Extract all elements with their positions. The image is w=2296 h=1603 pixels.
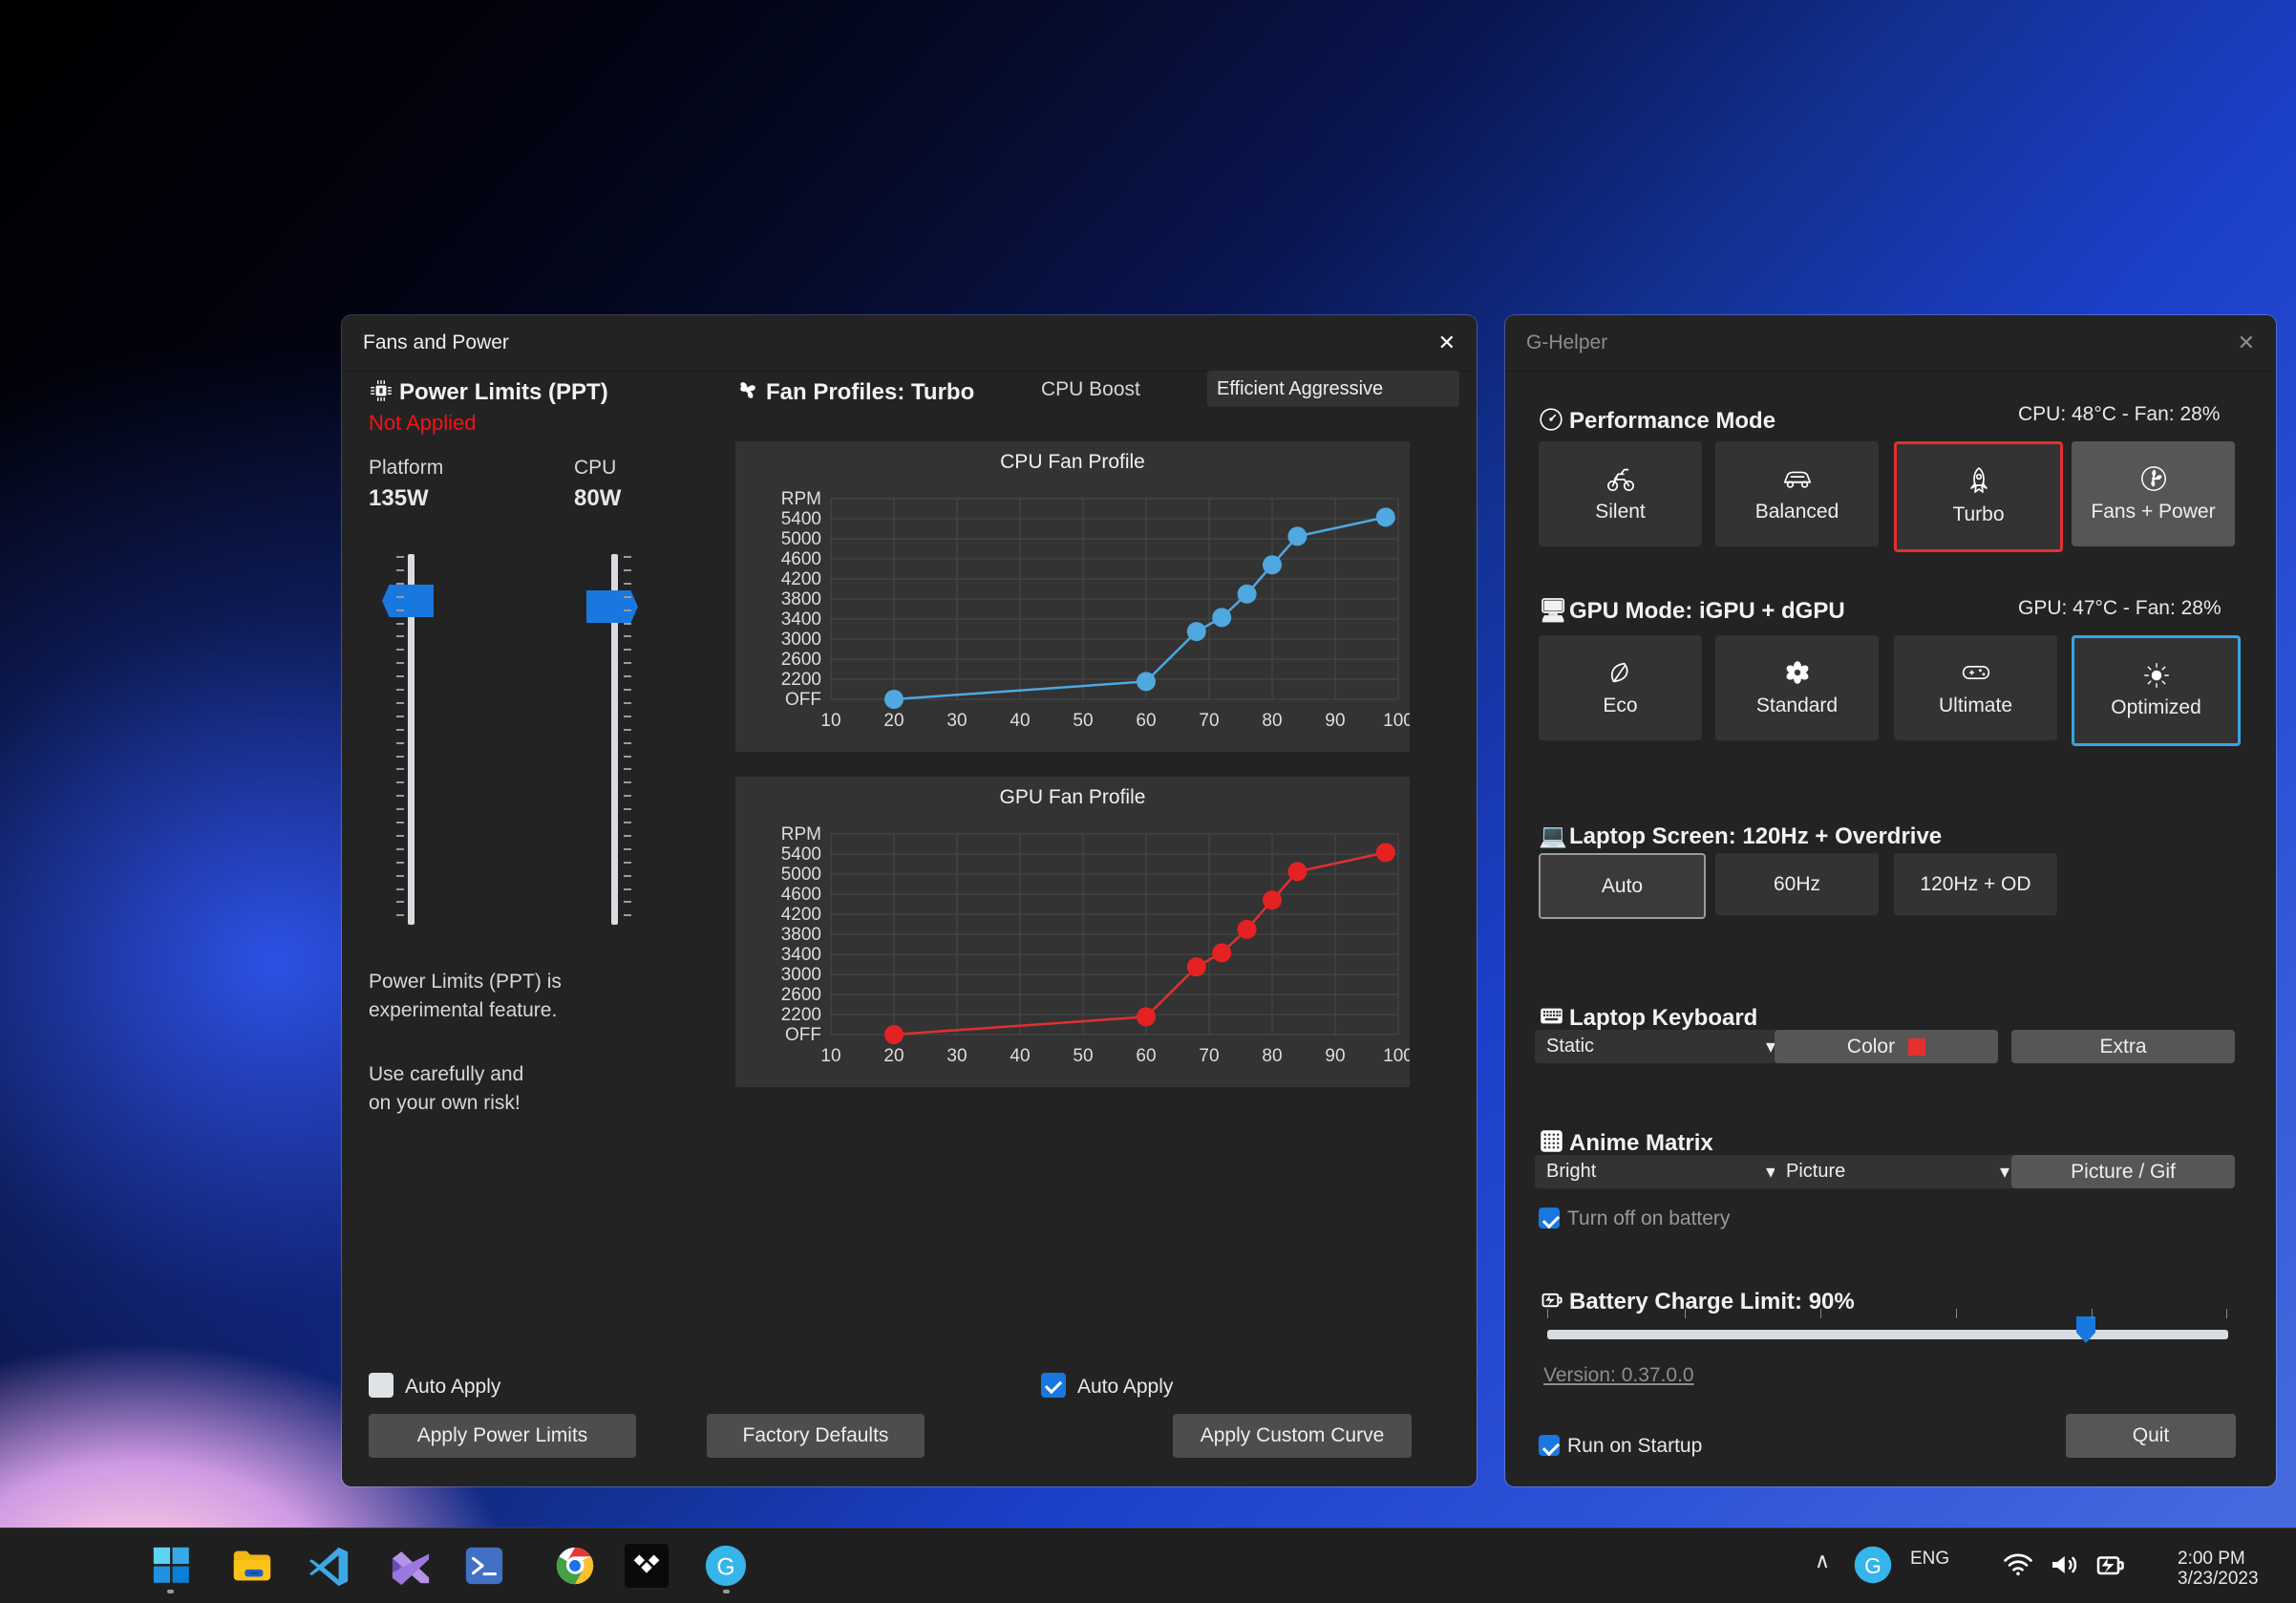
svg-text:3800: 3800 [781,589,821,609]
svg-text:OFF: OFF [785,1025,821,1045]
svg-text:3000: 3000 [781,965,821,985]
svg-text:RPM: RPM [781,489,821,509]
svg-text:3800: 3800 [781,925,821,945]
svg-text:G: G [716,1554,734,1581]
svg-text:3400: 3400 [781,609,821,630]
svg-text:2200: 2200 [781,1005,821,1025]
svg-text:5000: 5000 [781,865,821,885]
svg-text:10: 10 [820,711,840,731]
svg-text:20: 20 [883,711,904,731]
svg-text:30: 30 [946,1046,967,1066]
svg-text:5400: 5400 [781,509,821,529]
svg-text:70: 70 [1199,711,1219,731]
svg-text:20: 20 [883,1046,904,1066]
svg-text:70: 70 [1199,1046,1219,1066]
svg-text:3400: 3400 [781,945,821,965]
svg-text:5000: 5000 [781,529,821,549]
svg-text:5400: 5400 [781,844,821,865]
svg-text:60: 60 [1136,1046,1156,1066]
svg-text:40: 40 [1010,1046,1030,1066]
svg-text:100: 100 [1383,1046,1410,1066]
svg-text:2600: 2600 [781,650,821,670]
svg-text:OFF: OFF [785,690,821,710]
svg-text:60: 60 [1136,711,1156,731]
svg-text:80: 80 [1262,1046,1282,1066]
svg-text:90: 90 [1325,1046,1345,1066]
svg-text:4600: 4600 [781,549,821,569]
svg-text:RPM: RPM [781,824,821,844]
svg-text:50: 50 [1073,1046,1093,1066]
svg-text:50: 50 [1073,711,1093,731]
svg-text:90: 90 [1325,711,1345,731]
svg-text:G: G [1864,1553,1881,1578]
svg-text:2600: 2600 [781,985,821,1005]
svg-text:2200: 2200 [781,670,821,690]
svg-text:80: 80 [1262,711,1282,731]
svg-text:4200: 4200 [781,569,821,589]
svg-text:4600: 4600 [781,885,821,905]
svg-text:40: 40 [1010,711,1030,731]
svg-text:10: 10 [820,1046,840,1066]
svg-text:30: 30 [946,711,967,731]
svg-text:3000: 3000 [781,630,821,650]
svg-text:100: 100 [1383,711,1410,731]
svg-text:4200: 4200 [781,905,821,925]
